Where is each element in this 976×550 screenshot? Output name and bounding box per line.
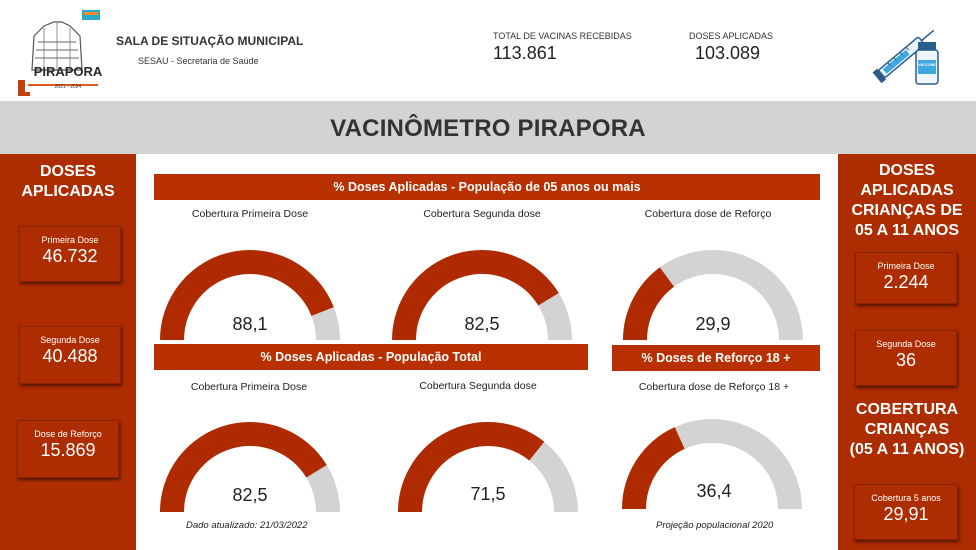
stat-value: 2.244: [883, 272, 929, 292]
banner-booster-18plus: % Doses de Reforço 18 +: [612, 345, 820, 371]
stat-label: Primeira Dose: [877, 261, 935, 271]
gauge-label: Cobertura dose de Reforço 18 +: [638, 381, 790, 393]
stat-value: 29,91: [883, 504, 929, 524]
gauge-label: Cobertura dose de Reforço: [644, 208, 772, 220]
gauge-label: Cobertura Segunda dose: [419, 380, 537, 392]
stat-card-booster-dose: Dose de Reforço 15.869: [17, 420, 119, 478]
gauge-value: 36,4: [696, 481, 732, 501]
right-panel-title-line2: APLICADAS: [860, 182, 954, 199]
gauge-value: 29,9: [695, 314, 731, 334]
stat-card-children-first-dose: Primeira Dose 2.244: [855, 252, 957, 304]
stat-label: Segunda Dose: [40, 335, 100, 345]
gauge-booster-18plus: [622, 419, 802, 509]
stat-value: 46.732: [42, 246, 98, 266]
right-panel-title-line3: CRIANÇAS DE: [851, 202, 963, 219]
left-panel: DOSES APLICADAS Primeira Dose 46.732 Seg…: [0, 154, 136, 550]
coverage-title-line3: (05 A 11 ANOS): [849, 441, 965, 458]
gauge-value: 82,5: [232, 485, 268, 505]
coverage-title-line2: CRIANÇAS: [864, 421, 950, 438]
org-subtitle: SESAU - Secretaria de Saúde: [138, 56, 259, 66]
left-panel-title-line2: APLICADAS: [21, 183, 115, 200]
gauge-label: Cobertura Segunda dose: [423, 208, 541, 220]
left-panel-title-line1: DOSES: [39, 163, 96, 180]
gauge-first-dose-total: [160, 422, 340, 512]
right-panel-title-line1: DOSES: [878, 162, 935, 179]
gauge-fill: [398, 422, 545, 512]
gauge-second-dose-total: [398, 422, 578, 512]
stat-card-coverage-5-years: Cobertura 5 anos 29,91: [854, 484, 958, 540]
stat-value: 40.488: [42, 346, 98, 366]
logo-years: 2021 - 2024: [54, 84, 82, 90]
title-band: VACINÔMETRO PIRAPORA: [0, 101, 976, 154]
banner-population-5plus: % Doses Aplicadas - População de 05 anos…: [154, 174, 820, 200]
gauge-fill: [160, 422, 327, 512]
kpi-doses-applied-value: 103.089: [695, 43, 761, 63]
stat-card-second-dose: Segunda Dose 40.488: [19, 326, 121, 384]
coverage-title-line1: COBERTURA: [855, 401, 959, 418]
footnote-updated: Dado atualizado: 21/03/2022: [186, 520, 308, 531]
gauge-value: 88,1: [232, 314, 268, 334]
right-panel: DOSES APLICADAS CRIANÇAS DE 05 A 11 ANOS…: [838, 154, 976, 550]
stat-label: Segunda Dose: [876, 339, 936, 349]
stat-card-children-second-dose: Segunda Dose 36: [855, 330, 957, 386]
kpi-vaccines-received-value: 113.861: [493, 43, 557, 63]
gauge-fill: [622, 427, 686, 509]
gauge-fill: [623, 267, 675, 340]
gauge-label: Cobertura Primeira Dose: [190, 381, 308, 393]
footnote-projection: Projeção populacional 2020: [656, 520, 774, 531]
banner-population-total: % Doses Aplicadas - População Total: [154, 344, 588, 370]
header: PIRAPORA 2021 - 2024 SALA DE SITUAÇÃO MU…: [0, 0, 976, 100]
stat-card-first-dose: Primeira Dose 46.732: [19, 226, 121, 282]
gauge-second-dose-5plus: [392, 250, 572, 340]
gauge-value: 82,5: [464, 314, 500, 334]
right-panel-title-line4: 05 A 11 ANOS: [854, 222, 960, 239]
building-logo-icon: [18, 10, 100, 96]
pirapora-logo: PIRAPORA 2021 - 2024: [14, 8, 104, 98]
stat-label: Cobertura 5 anos: [871, 493, 941, 503]
gauge-label: Cobertura Primeira Dose: [191, 208, 309, 220]
gauge-first-dose-5plus: [160, 250, 340, 340]
kpi-doses-applied-label: DOSES APLICADAS: [689, 31, 774, 41]
page-title: VACINÔMETRO PIRAPORA: [330, 115, 646, 142]
vial-label: VACCINE: [918, 62, 936, 67]
stat-label: Dose de Reforço: [34, 429, 102, 439]
logo-text: PIRAPORA: [33, 64, 103, 79]
gauge-value: 71,5: [470, 484, 506, 504]
org-title: SALA DE SITUAÇÃO MUNICIPAL: [116, 34, 304, 48]
gauge-fill: [392, 250, 559, 340]
stat-label: Primeira Dose: [41, 235, 99, 245]
kpi-vaccines-received-label: TOTAL DE VACINAS RECEBIDAS: [493, 31, 632, 41]
syringe-vial-icon: VACCINE: [868, 14, 948, 88]
stat-value: 15.869: [40, 440, 96, 460]
stat-value: 36: [895, 350, 917, 370]
gauge-booster-5plus: [623, 250, 803, 340]
gauge-fill: [160, 250, 334, 340]
